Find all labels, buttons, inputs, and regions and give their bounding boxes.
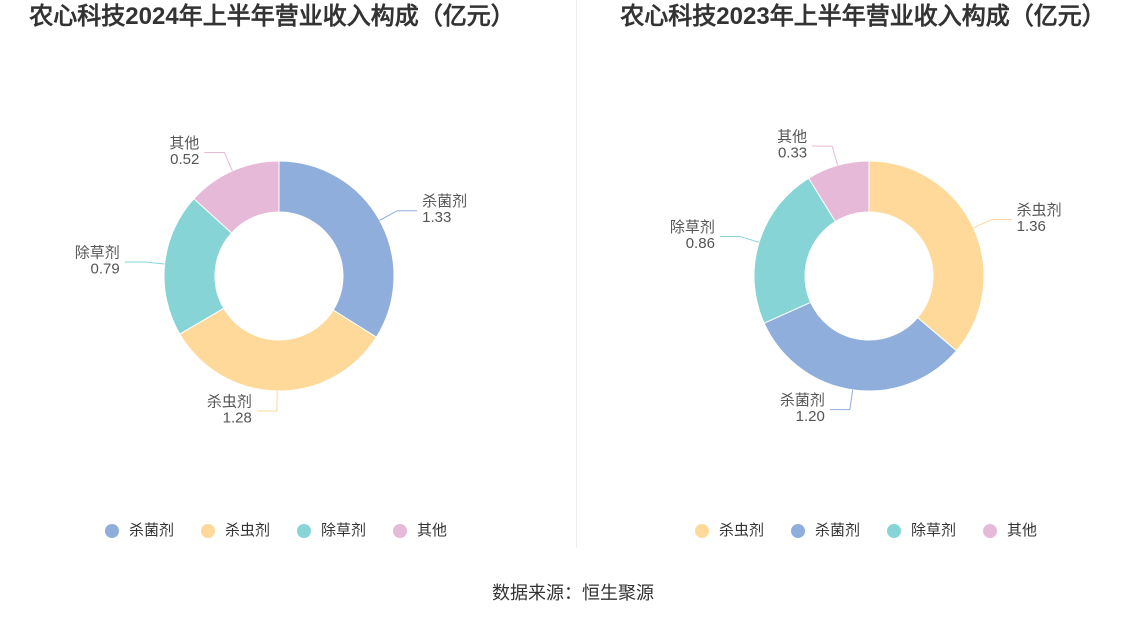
slice-value-label: 1.28 [223,409,252,426]
slice-category-label: 杀虫剂 [1017,202,1062,219]
slice-category-label: 其他 [169,135,199,152]
label-leader-line [124,261,165,265]
slice-category-label: 除草剂 [670,219,715,236]
label-leader-line [812,145,839,166]
label-leader-line [829,389,854,411]
legend-item: 除草剂 [297,520,393,542]
donut-slices [753,160,985,392]
legend-marker [393,524,407,538]
label-leader-line [256,390,278,412]
legend-item: 其他 [393,520,447,542]
slice-category-label: 杀虫剂 [207,393,252,410]
legend-label: 除草剂 [321,522,367,539]
label-leader-line [379,210,418,221]
donut-slice [868,160,985,352]
chart-panel-2023: 杀虫剂 1.36 杀菌剂 1.20 除草剂 0.86 其他 0.33 农心科技2023年上半年… [577,0,1147,560]
label-leader-line [973,219,1012,229]
chart-title: 农心科技2024年上半年营业收入构成（亿元） [29,3,515,30]
slice-category-label: 杀菌剂 [422,193,467,210]
data-source-note: 数据来源：恒生聚源 [492,583,654,603]
slice-category-label: 其他 [777,129,807,146]
chart-legend: 杀菌剂 杀虫剂 除草剂 其他 [105,520,447,542]
donut-slice [278,160,395,338]
legend-item: 除草剂 [887,520,983,542]
legend-label: 杀虫剂 [225,522,271,539]
legend-label: 其他 [417,522,448,539]
legend-item: 杀菌剂 [791,520,887,542]
legend-item: 杀虫剂 [695,520,791,542]
donut-slice [193,160,280,234]
legend-marker [201,524,215,538]
chart-legend: 杀虫剂 杀菌剂 除草剂 其他 [695,520,1037,542]
chart-title: 农心科技2023年上半年营业收入构成（亿元） [620,3,1106,30]
slice-value-label: 1.36 [1017,218,1046,235]
label-leader-line [204,152,233,172]
slice-value-label: 0.33 [778,145,807,162]
legend-label: 杀菌剂 [815,522,861,539]
legend-marker [887,524,901,538]
donut-slice [753,177,836,324]
legend-item: 杀虫剂 [201,520,297,542]
legend-label: 其他 [1007,522,1038,539]
legend-marker [791,524,805,538]
slice-value-label: 0.79 [91,260,120,277]
legend-label: 杀菌剂 [129,522,175,539]
donut-slices [163,160,395,392]
slice-value-label: 1.33 [422,209,451,226]
donut-slice [763,301,957,392]
legend-marker [105,524,119,538]
slice-category-label: 杀菌剂 [780,392,825,409]
legend-marker [297,524,311,538]
legend-item: 其他 [983,520,1037,542]
legend-label: 杀虫剂 [719,522,765,539]
slice-value-label: 0.52 [170,151,199,168]
legend-marker [695,524,709,538]
panel-divider [576,0,577,548]
donut-slice [808,160,870,223]
legend-label: 除草剂 [911,522,957,539]
slice-value-label: 0.86 [686,235,715,252]
donut-slice [179,307,377,392]
legend-marker [983,524,997,538]
slice-category-label: 除草剂 [75,244,120,261]
label-leader-line [719,235,760,243]
chart-panel-2024: 杀菌剂 1.33 杀虫剂 1.28 除草剂 0.79 其他 0.52 农心科技2024年上半年… [0,0,576,560]
legend-item: 杀菌剂 [105,520,201,542]
slice-value-label: 1.20 [796,408,825,425]
